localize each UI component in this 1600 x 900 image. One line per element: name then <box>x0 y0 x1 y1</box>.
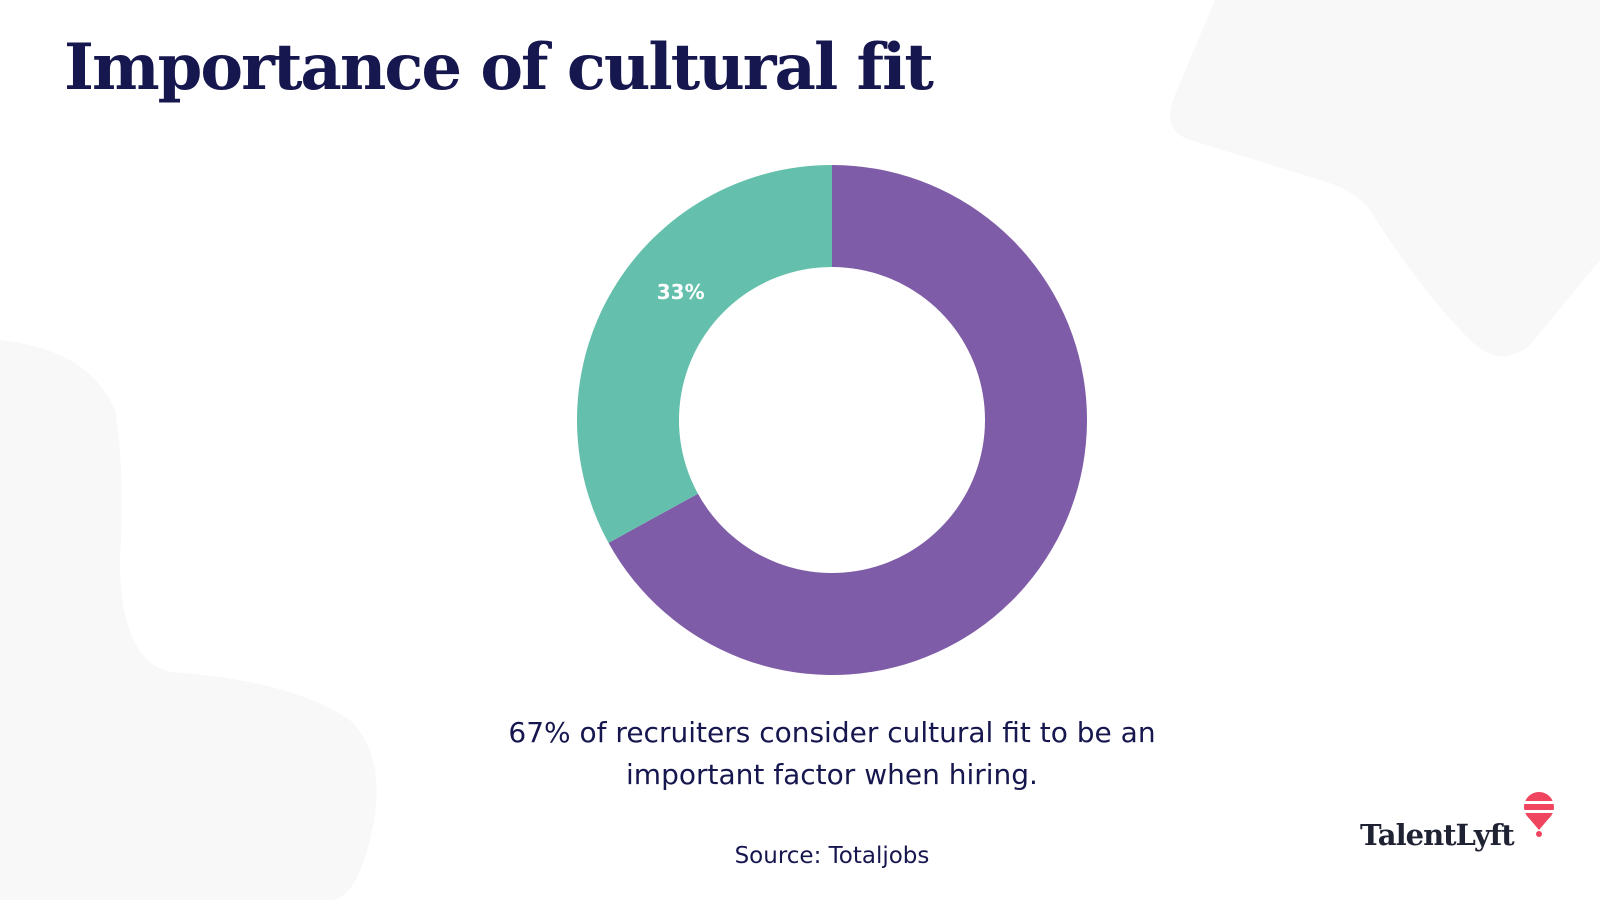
logo-text: TalentLyft <box>1360 818 1515 852</box>
slice-label-1: 33% <box>657 280 705 304</box>
caption-line-1: 67% of recruiters consider cultural fit … <box>508 716 1156 749</box>
balloon-icon <box>1524 792 1554 837</box>
slice-label-0: 67% <box>1052 555 1100 579</box>
source-note: Source: Totaljobs <box>734 843 930 869</box>
talentlyft-logo: TalentLyft <box>1360 792 1554 852</box>
page-title: Importance of cultural fit <box>64 30 934 105</box>
donut-slice-0 <box>608 165 1087 675</box>
donut-slice-1 <box>577 164 832 543</box>
caption-line-2: important factor when hiring. <box>626 758 1038 791</box>
